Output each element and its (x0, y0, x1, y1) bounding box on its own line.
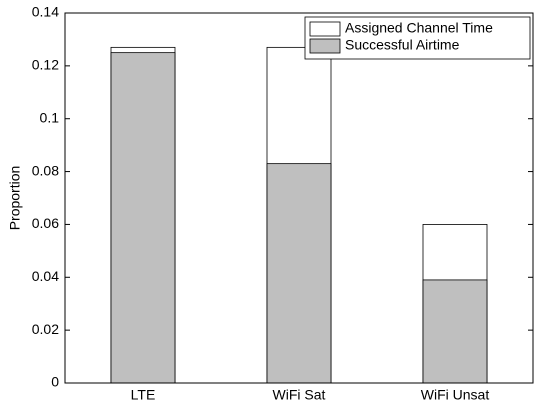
legend-swatch (309, 21, 341, 37)
x-tick-label: WiFi Unsat (421, 387, 490, 403)
x-tick-label: WiFi Sat (273, 387, 326, 403)
legend-label: Successful Airtime (345, 37, 460, 53)
y-axis-label: Proportion (7, 166, 23, 231)
legend-swatch (309, 38, 341, 54)
y-tick-label: 0.04 (32, 268, 59, 284)
y-tick-label: 0.02 (32, 321, 59, 337)
x-tick-label: LTE (131, 387, 156, 403)
y-tick-label: 0.06 (32, 215, 59, 231)
bar (422, 279, 488, 384)
y-tick-label: 0 (51, 374, 59, 390)
bar (110, 52, 176, 384)
y-tick-label: 0.12 (32, 57, 59, 73)
y-tick-label: 0.14 (32, 4, 59, 20)
y-tick-label: 0.1 (40, 109, 60, 125)
legend-label: Assigned Channel Time (345, 20, 493, 36)
plot-frame (64, 12, 534, 384)
bar (266, 163, 332, 384)
y-tick-label: 0.08 (32, 162, 59, 178)
legend-box (304, 16, 531, 60)
